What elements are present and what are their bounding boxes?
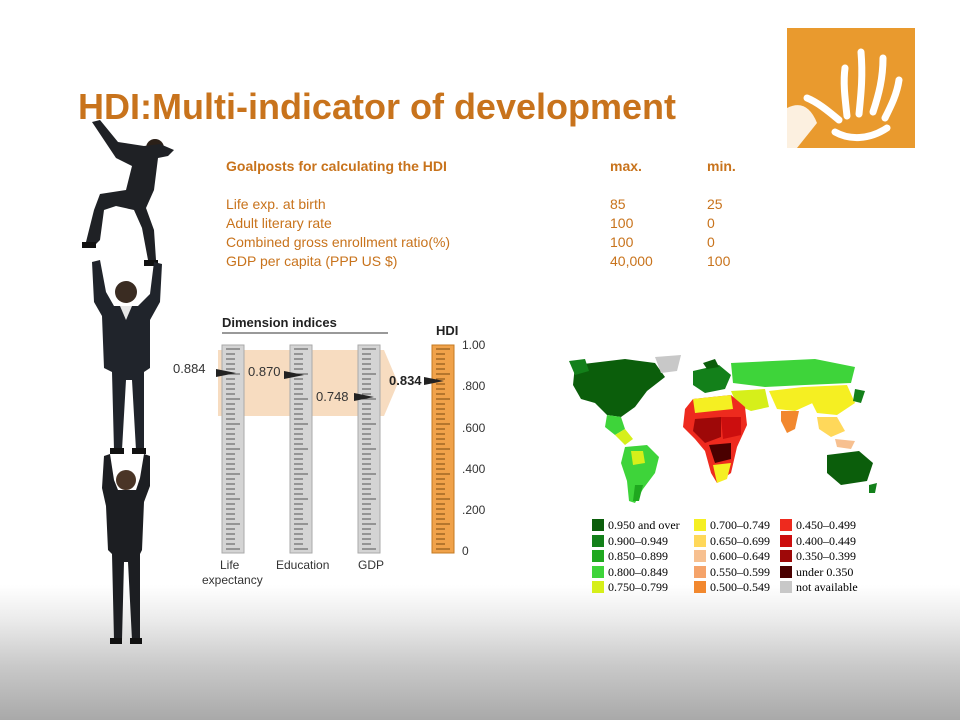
legend-swatch	[780, 581, 792, 593]
goalposts-row-label: Combined gross enrollment ratio(%)	[226, 234, 451, 250]
gdp-value: 0.748	[316, 389, 349, 404]
world-hdi-map	[555, 355, 885, 510]
legend-label: 0.900–0.949	[608, 533, 668, 548]
dimension-indices-heading: Dimension indices	[222, 315, 337, 330]
life-expectancy-label: Life	[220, 558, 240, 572]
goalposts-row-max: 40,000	[610, 253, 653, 269]
goalposts-row-max: 100	[610, 234, 634, 250]
education-pointer	[284, 371, 304, 379]
education-value: 0.870	[248, 364, 281, 379]
life-expectancy-pointer	[216, 369, 236, 377]
legend-swatch	[780, 534, 792, 547]
legend-label: 0.600–0.649	[710, 549, 770, 563]
legend-label: 0.400–0.449	[796, 533, 856, 548]
legend-swatch	[694, 581, 706, 593]
legend-swatch	[780, 519, 792, 531]
legend-swatch	[592, 534, 604, 547]
legend-label: 0.950 and over	[608, 518, 680, 532]
legend-swatch	[592, 519, 604, 531]
goalposts-header-label: Goalposts for calculating the HDI	[226, 158, 447, 174]
legend-swatch	[694, 519, 706, 531]
hdi-dimension-diagram: Dimension indices HDI 0.884 0.870 0.748	[170, 305, 510, 590]
legend-swatch	[592, 581, 604, 593]
legend-label: 0.750–0.799	[608, 580, 668, 594]
legend-label: 0.550–0.599	[710, 564, 770, 579]
hdi-scale-tick: 0	[462, 544, 469, 558]
gdp-ruler	[357, 344, 381, 554]
legend-swatch	[780, 550, 792, 562]
hdi-heading: HDI	[436, 323, 458, 338]
goalposts-header-max: max.	[610, 158, 642, 174]
goalposts-row-min: 0	[707, 234, 715, 250]
goalposts-row-label: GDP per capita (PPP US $)	[226, 253, 398, 269]
hdi-color-legend: 0.950 and over 0.900–0.949 0.850–0.899 0.80…	[592, 518, 872, 598]
goalposts-row-max: 100	[610, 215, 634, 231]
hdi-scale-tick: .200	[462, 503, 486, 517]
legend-swatch	[694, 565, 706, 578]
legend-label: 0.450–0.499	[796, 518, 856, 532]
life-expectancy-ruler	[221, 344, 245, 554]
hdi-scale-tick: .800	[462, 379, 486, 393]
legend-label: 0.700–0.749	[710, 518, 770, 532]
legend-label: under 0.350	[796, 564, 854, 579]
legend-swatch	[780, 565, 792, 578]
stacked-people-image	[70, 110, 190, 650]
goalposts-row-min: 0	[707, 215, 715, 231]
life-expectancy-value: 0.884	[173, 361, 206, 376]
goalposts-row-min: 25	[707, 196, 723, 212]
hdi-ruler	[431, 344, 455, 554]
legend-label: 0.650–0.699	[710, 533, 770, 548]
goalposts-row-label: Adult literary rate	[226, 215, 332, 231]
floor-gradient	[0, 585, 960, 720]
goalposts-row-label: Life exp. at birth	[226, 196, 326, 212]
hdi-value: 0.834	[389, 373, 422, 388]
legend-swatch	[592, 550, 604, 562]
goalposts-header-min: min.	[707, 158, 736, 174]
education-label: Education	[276, 558, 329, 572]
legend-label: 0.800–0.849	[608, 564, 668, 579]
life-expectancy-label-line2: expectancy	[202, 573, 263, 587]
hdi-pointer	[424, 377, 444, 385]
legend-swatch	[592, 565, 604, 578]
hand-logo	[787, 28, 915, 148]
hdi-scale-tick: .600	[462, 421, 486, 435]
legend-swatch	[694, 534, 706, 547]
education-ruler	[289, 344, 313, 554]
legend-label: not available	[796, 580, 858, 594]
gdp-label: GDP	[358, 558, 384, 572]
legend-label: 0.850–0.899	[608, 549, 668, 563]
legend-label: 0.350–0.399	[796, 549, 856, 563]
hdi-scale-tick: .400	[462, 462, 486, 476]
gdp-pointer	[354, 393, 374, 401]
legend-swatch	[694, 550, 706, 562]
goalposts-row-min: 100	[707, 253, 731, 269]
legend-label: 0.500–0.549	[710, 580, 770, 594]
slide-title: HDI:Multi-indicator of development	[78, 86, 676, 127]
goalposts-row-max: 85	[610, 196, 626, 212]
hdi-scale-tick: 1.00	[462, 338, 486, 352]
